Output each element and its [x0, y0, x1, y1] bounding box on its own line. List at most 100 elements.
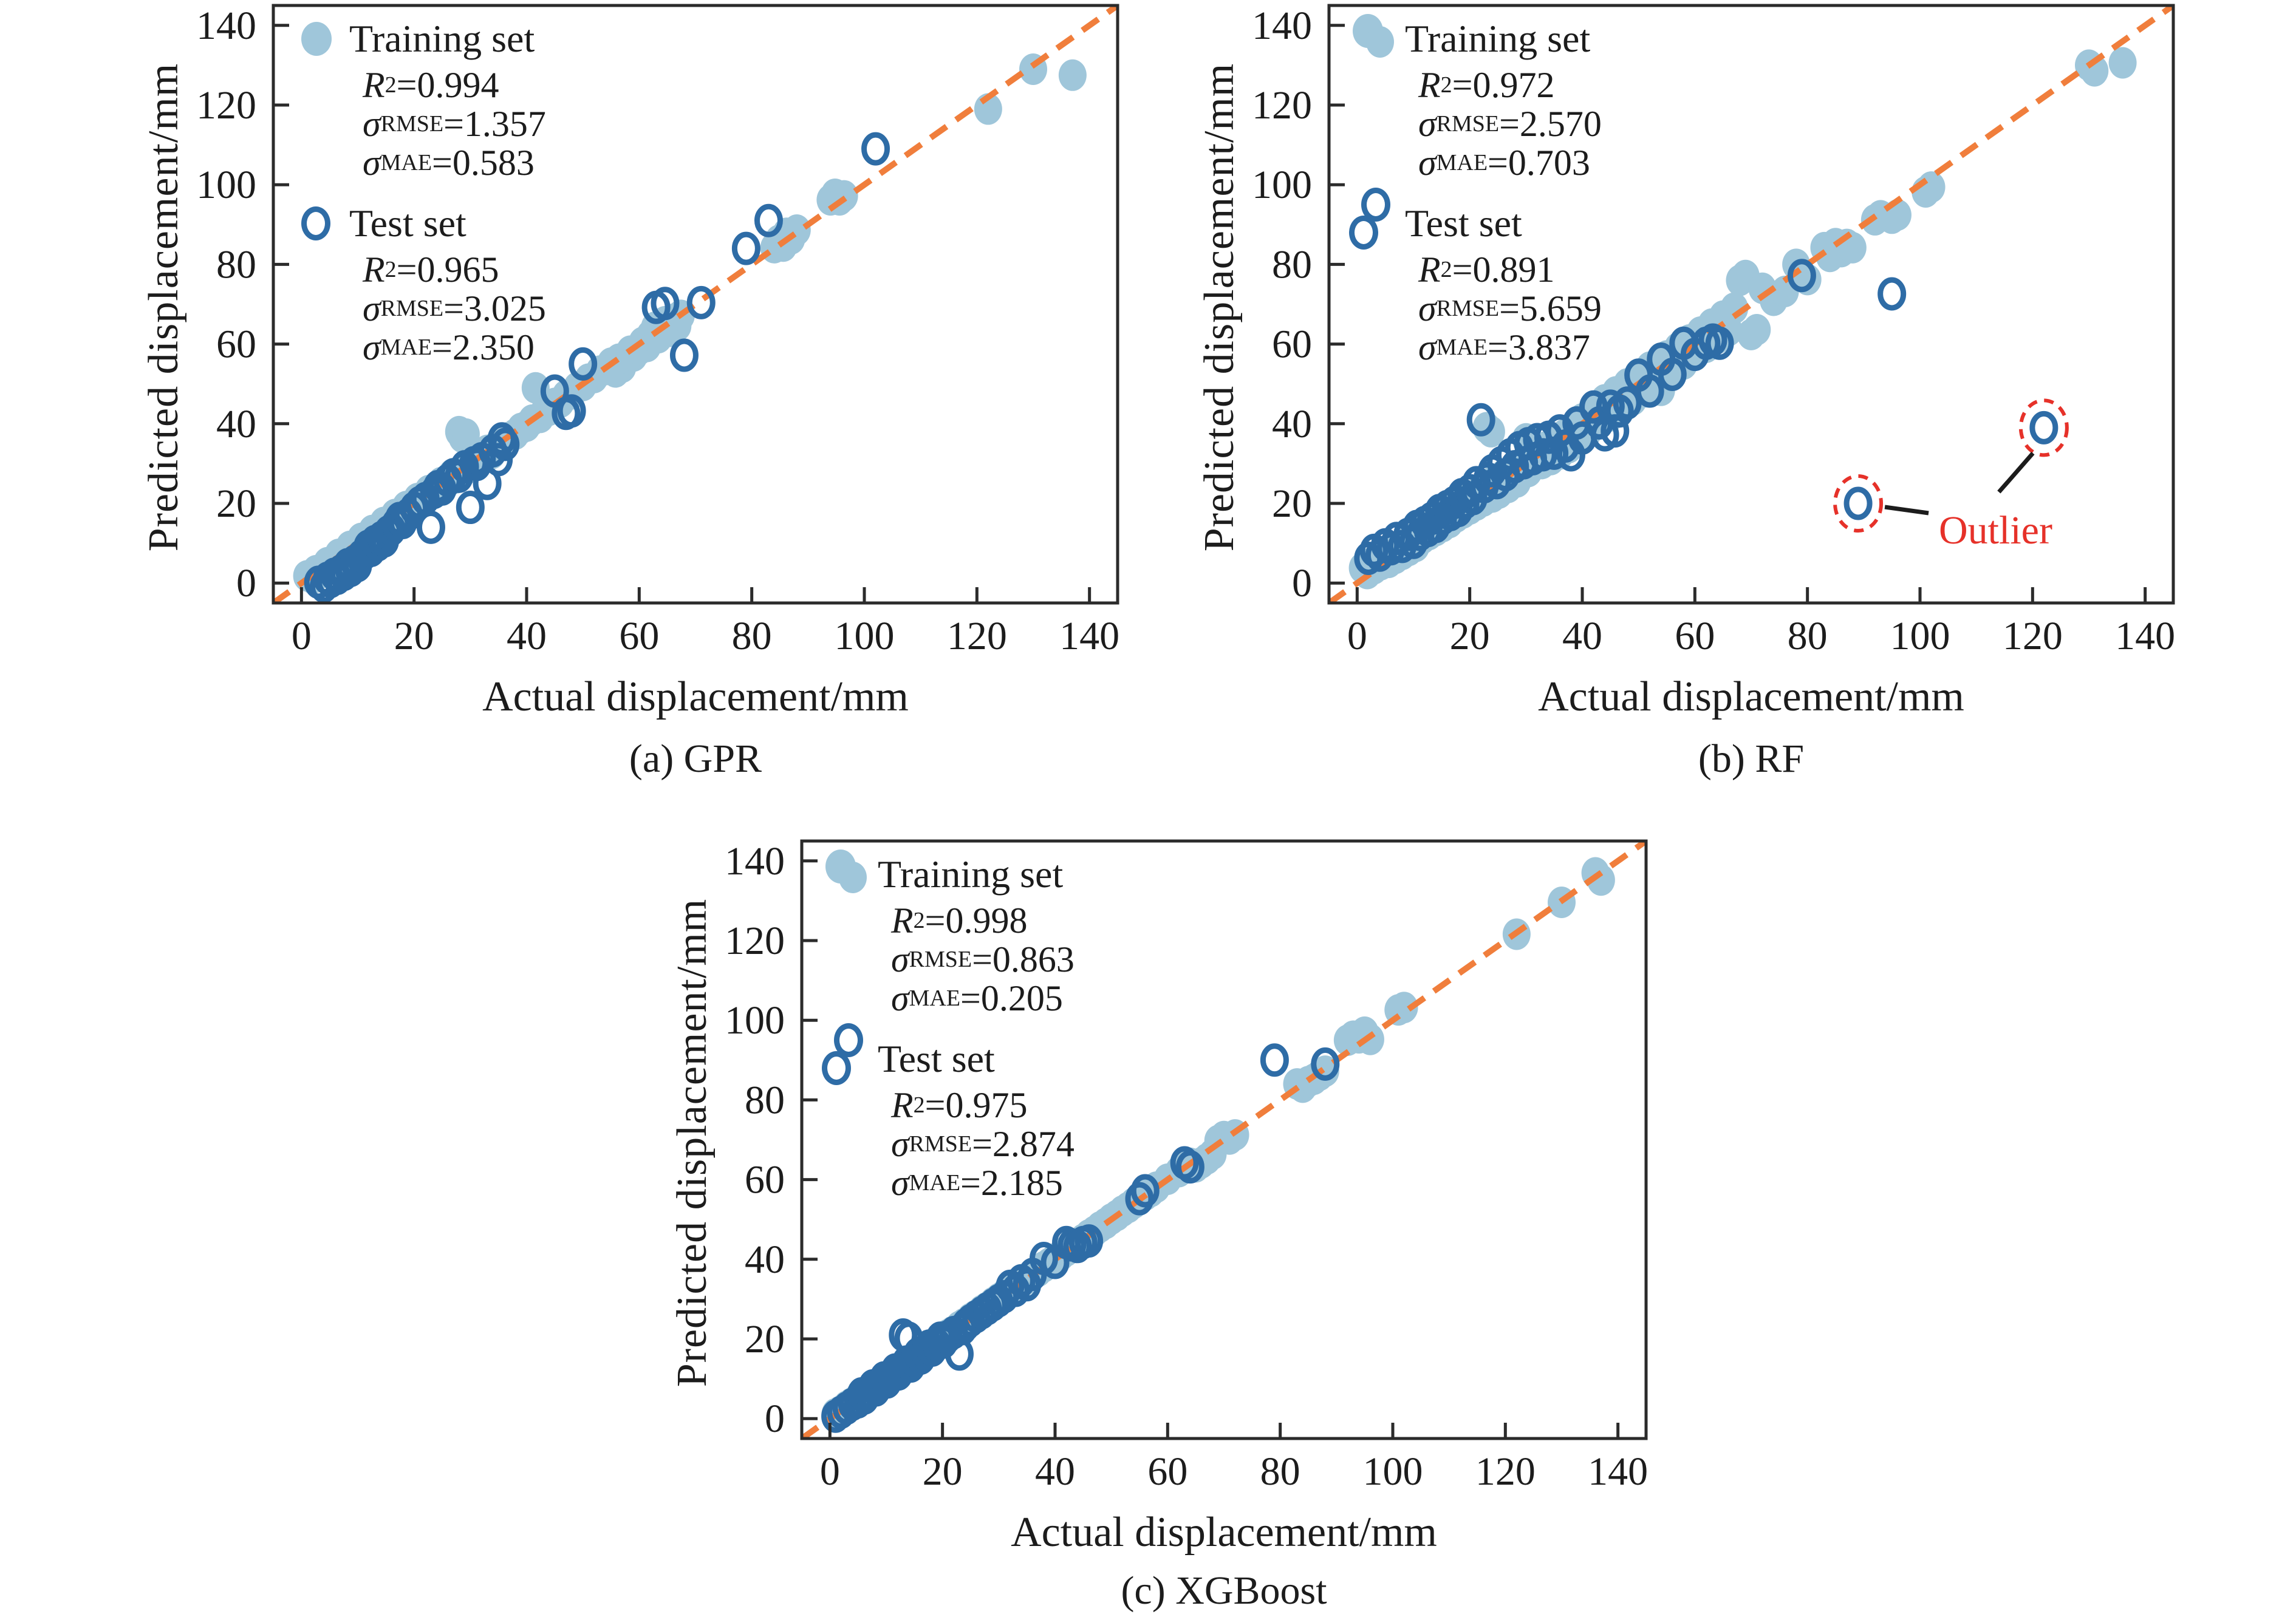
- test-point: [1311, 1047, 1340, 1081]
- x-tick-label: 80: [732, 614, 772, 658]
- x-tick-label: 40: [507, 614, 547, 658]
- test-point: [686, 285, 716, 319]
- test-point: [731, 231, 760, 265]
- plot-frame: [272, 4, 1119, 605]
- test-mae: σ MAE = 3.837: [1418, 327, 1590, 367]
- test-point: [1843, 486, 1873, 520]
- y-tick-label: 140: [196, 4, 256, 48]
- y-tick-label: 0: [765, 1397, 785, 1441]
- x-tick-label: 140: [2115, 614, 2175, 658]
- test-r2: R 2 = 0.965: [363, 250, 499, 290]
- y-tick-label: 40: [745, 1238, 785, 1282]
- panel-c-xlabel: Actual displacement/mm: [1011, 1509, 1437, 1556]
- y-tick-label: 20: [1272, 482, 1312, 526]
- x-tick-label: 40: [1562, 614, 1602, 658]
- x-tick-label: 0: [820, 1449, 840, 1494]
- test-point: [669, 338, 699, 372]
- test-rmse: σ RMSE = 5.659: [1418, 288, 1602, 329]
- x-tick-label: 100: [1890, 614, 1950, 658]
- test-point: [2029, 410, 2059, 444]
- train-point: [1477, 415, 1505, 448]
- train-point: [1311, 1055, 1339, 1088]
- test-set-marker: [822, 1023, 863, 1085]
- training-set-marker: [1353, 14, 1394, 58]
- x-tick-label: 100: [1363, 1449, 1423, 1494]
- outlier-label: Outlier: [1939, 508, 2052, 553]
- training-set-label: Training set: [878, 853, 1064, 896]
- panel-b-ylabel: Predicted displacement/mm: [1196, 63, 1243, 552]
- x-tick-label: 60: [1675, 614, 1715, 658]
- y-tick-label: 0: [1292, 561, 1312, 605]
- y-tick-label: 80: [745, 1078, 785, 1122]
- x-tick-label: 60: [1147, 1449, 1187, 1494]
- test-point: [1075, 1224, 1104, 1258]
- test-mae: σ MAE = 2.185: [891, 1163, 1063, 1203]
- x-tick-label: 80: [1788, 614, 1828, 658]
- train-rmse: σ RMSE = 1.357: [363, 104, 546, 144]
- test-r2: R 2 = 0.891: [1418, 250, 1555, 290]
- x-tick-label: 0: [1347, 614, 1367, 658]
- y-tick-label: 80: [216, 242, 256, 287]
- test-set-label: Test set: [1405, 202, 1522, 245]
- test-set-label: Test set: [349, 202, 466, 245]
- plot-frame: [1327, 4, 2175, 605]
- plot-area-(a) GPR: [275, 7, 1116, 602]
- test-point: [1125, 1182, 1154, 1216]
- training-set-marker: [825, 850, 867, 893]
- plot-area-(b) RF: [1330, 7, 2172, 602]
- x-tick-label: 80: [1260, 1449, 1300, 1494]
- train-rmse: σ RMSE = 0.863: [891, 939, 1075, 979]
- y-tick-label: 120: [725, 919, 785, 963]
- outlier-circle: [1833, 474, 1884, 533]
- training-set-marker: [301, 21, 332, 56]
- training-set-label: Training set: [349, 17, 535, 60]
- identity-line: [275, 7, 1116, 602]
- test-r2: R 2 = 0.975: [891, 1085, 1028, 1125]
- y-tick-label: 20: [745, 1317, 785, 1361]
- train-mae: σ MAE = 0.583: [363, 143, 535, 183]
- test-point: [1175, 1150, 1204, 1184]
- panel-a-xlabel: Actual displacement/mm: [482, 673, 909, 720]
- y-tick-label: 0: [236, 561, 256, 605]
- test-mae: σ MAE = 2.350: [363, 327, 535, 367]
- test-point: [1130, 1174, 1160, 1208]
- test-point: [1260, 1043, 1289, 1077]
- test-point: [557, 394, 586, 428]
- test-point: [1466, 403, 1495, 437]
- train-rmse: σ RMSE = 2.570: [1418, 104, 1602, 144]
- outlier-circle: [2018, 398, 2069, 457]
- y-tick-label: 120: [1252, 83, 1312, 128]
- panel-a-ylabel: Predicted displacement/mm: [140, 63, 187, 552]
- x-tick-label: 20: [1450, 614, 1490, 658]
- train-point: [451, 418, 480, 450]
- training-set-label: Training set: [1405, 17, 1591, 60]
- y-tick-label: 40: [1272, 402, 1312, 446]
- train-point: [1058, 59, 1087, 91]
- test-point: [1877, 277, 1907, 311]
- x-tick-label: 0: [292, 614, 312, 658]
- outlier-connector: [1884, 505, 1929, 516]
- y-tick-label: 80: [1272, 242, 1312, 287]
- test-point: [569, 347, 598, 381]
- panel-b-subtitle: (b) RF: [1698, 737, 1805, 781]
- y-tick-label: 60: [745, 1158, 785, 1202]
- identity-line: [1330, 7, 2172, 602]
- train-point: [1720, 292, 1749, 324]
- test-point: [1635, 374, 1664, 408]
- test-point: [416, 510, 445, 544]
- test-point: [861, 132, 890, 166]
- train-mae: σ MAE = 0.703: [1418, 143, 1590, 183]
- x-tick-label: 140: [1059, 614, 1119, 658]
- panel-c-subtitle: (c) XGBoost: [1121, 1568, 1327, 1613]
- test-point: [1601, 414, 1630, 448]
- panel-c-ylabel: Predicted displacement/mm: [669, 898, 716, 1388]
- test-point: [1705, 326, 1734, 360]
- outlier-connector: [1997, 452, 2035, 494]
- panel-a-subtitle: (a) GPR: [629, 737, 762, 781]
- test-rmse: σ RMSE = 3.025: [363, 288, 546, 329]
- test-set-marker: [1349, 188, 1390, 250]
- test-point: [491, 427, 520, 461]
- x-tick-label: 40: [1035, 1449, 1075, 1494]
